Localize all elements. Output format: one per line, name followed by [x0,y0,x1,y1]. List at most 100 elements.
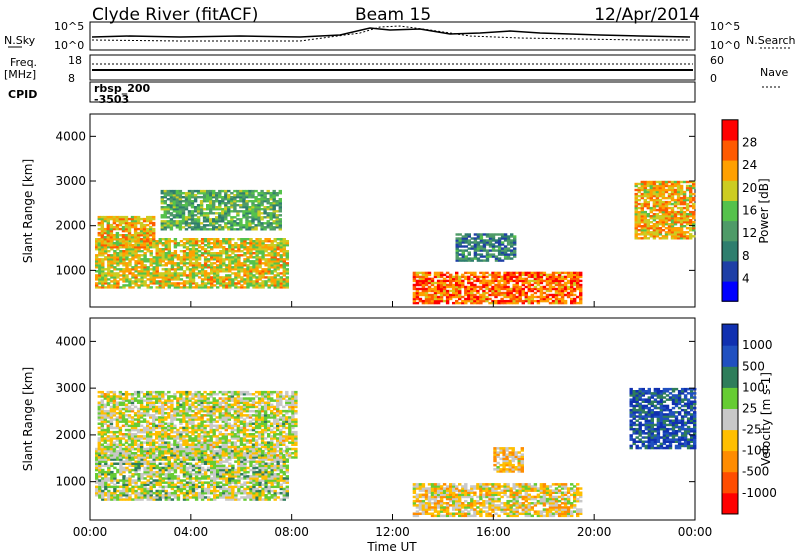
range-cell [228,242,232,245]
range-cell [164,242,168,245]
range-cell [270,244,274,247]
range-cell [261,483,265,486]
range-cell [194,268,199,271]
range-cell [455,273,459,277]
range-cell [634,194,638,198]
range-cell [136,227,141,231]
range-cell [676,202,681,206]
range-cell [178,204,183,207]
station-title: Clyde River (fitACF) [92,5,258,25]
range-cell [485,287,489,291]
range-cell [530,273,534,277]
range-cell [197,254,202,257]
range-cell [237,491,241,495]
range-cell [433,275,438,279]
range-cell [234,274,238,277]
range-cell [115,227,120,231]
range-cell [427,277,432,281]
range-cell [101,286,105,289]
range-cell [225,240,229,243]
range-cell [200,460,205,463]
range-cell [231,496,235,499]
range-cell [97,242,101,245]
range-cell [670,223,675,226]
range-cell [169,212,174,215]
power-colorbar-label: Power [dB] [757,178,771,243]
range-cell [113,278,117,281]
range-cell [167,462,171,465]
range-cell [554,277,559,281]
range-cell [260,194,264,197]
range-cell [216,256,220,259]
range-cell [216,260,220,263]
range-cell [176,242,181,245]
range-cell [430,295,435,299]
range-cell [252,487,256,491]
range-cell [203,266,208,269]
range-cell [233,210,237,213]
range-cell [470,287,474,291]
range-cell [161,496,165,499]
range-cell [285,256,289,259]
range-cell [455,241,459,244]
range-cell [270,242,274,245]
range-cell [273,244,277,247]
range-cell [121,242,126,245]
range-cell [200,282,205,285]
range-cell [142,225,147,229]
range-cell [689,204,693,208]
range-cell [109,409,114,413]
range-cell [170,254,175,257]
range-cell [122,460,126,463]
range-cell [248,222,252,225]
range-cell [276,258,280,261]
range-cell [173,276,178,279]
range-cell [488,249,493,252]
range-cell [164,466,168,470]
range-cell [191,487,196,491]
range-cell [670,219,675,222]
range-cell [122,246,126,249]
range-cell [152,462,156,465]
range-cell [116,262,120,265]
nsearch-label: N.Search [746,34,796,47]
range-cell [185,268,190,271]
range-cell [521,299,525,303]
range-cell [170,266,175,269]
range-cell [121,219,126,223]
range-cell [97,240,101,243]
range-cell [497,271,501,275]
range-cell [143,254,147,257]
range-cell [122,256,126,259]
range-cell [213,498,217,501]
range-cell [100,418,104,421]
range-cell [118,246,123,249]
range-cell [418,277,423,281]
range-cell [101,496,105,499]
range-cell [670,180,675,184]
range-cell [251,210,255,213]
range-cell [539,289,544,293]
range-cell [270,483,274,486]
range-cell [134,466,138,470]
range-cell [101,264,105,267]
range-cell [98,489,102,493]
range-cell [224,226,228,229]
range-cell [273,491,277,495]
range-cell [176,496,181,499]
range-cell [482,279,486,283]
range-cell [185,282,190,285]
range-cell [124,229,129,233]
range-cell [266,198,270,201]
range-cell [161,242,165,245]
range-cell [106,424,110,428]
range-cell [276,466,280,470]
range-cell [124,238,129,241]
range-cell [178,189,183,193]
range-cell [557,273,562,277]
range-cell [255,491,259,495]
range-cell [692,223,696,226]
range-cell [206,216,210,219]
range-cell [202,228,207,231]
range-cell [455,283,459,287]
